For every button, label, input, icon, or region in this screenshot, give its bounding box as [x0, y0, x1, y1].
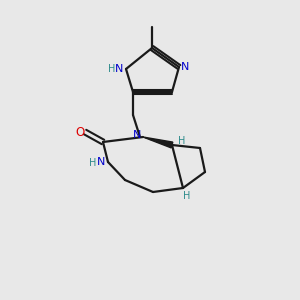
Text: H: H — [183, 191, 191, 201]
Text: O: O — [75, 125, 85, 139]
Text: H: H — [108, 64, 116, 74]
Text: N: N — [181, 62, 189, 72]
Polygon shape — [143, 137, 173, 148]
Text: N: N — [97, 157, 105, 167]
Text: N: N — [115, 64, 123, 74]
Text: N: N — [133, 130, 141, 140]
Text: H: H — [178, 136, 186, 146]
Text: H: H — [89, 158, 97, 168]
